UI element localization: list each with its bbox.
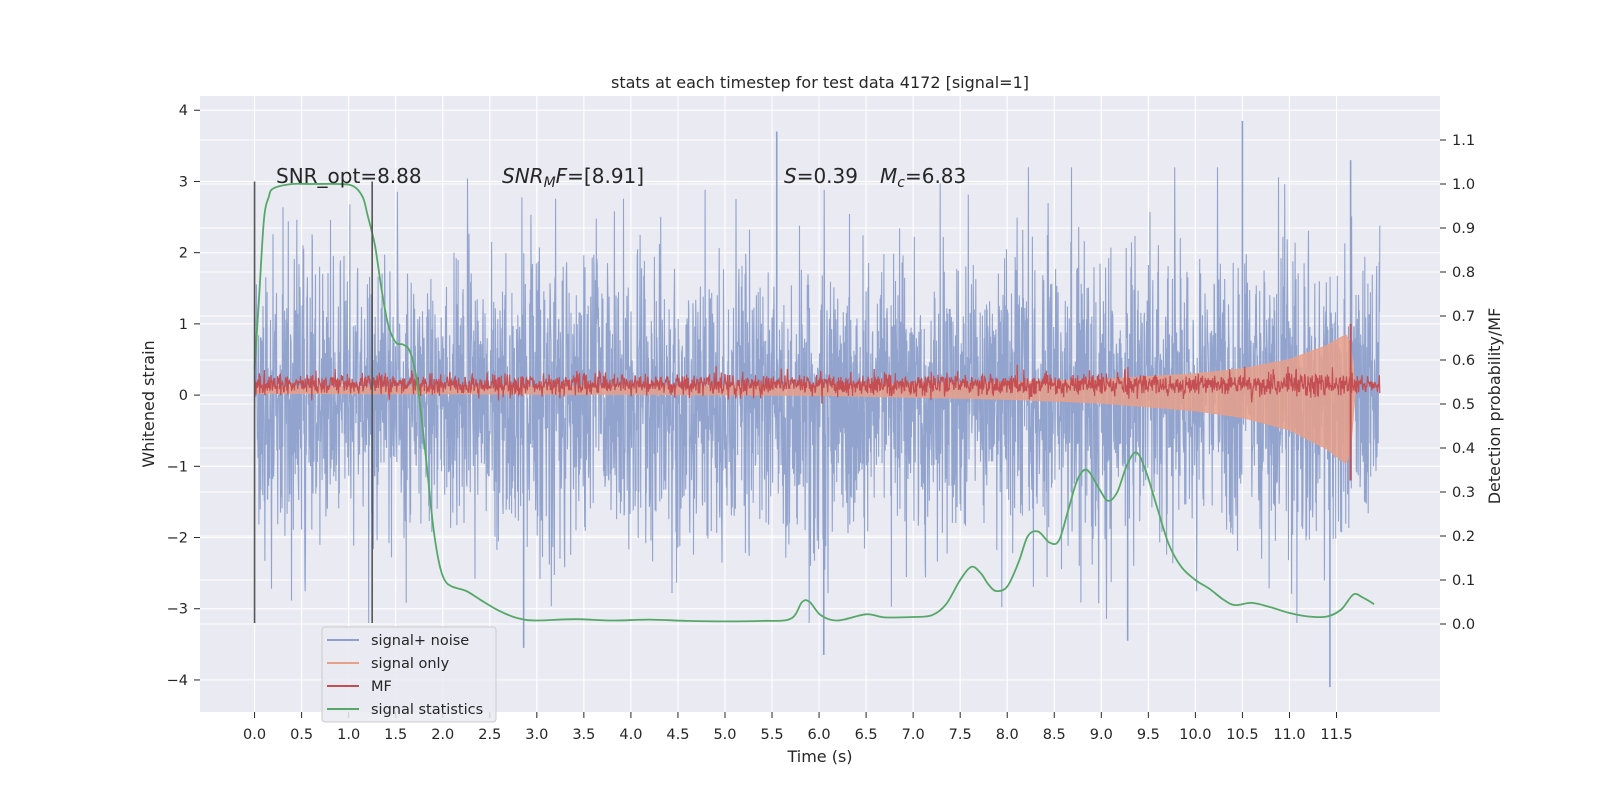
y2-tick-label: 0.8 — [1452, 265, 1475, 281]
x-tick-label: 3.0 — [525, 727, 548, 743]
annotation-snr-mf-rest: F — [556, 164, 568, 188]
annotation-mc-symbol: M — [880, 164, 897, 188]
legend-label-mf: MF — [371, 679, 392, 695]
x-tick-label: 9.0 — [1090, 727, 1113, 743]
y2-tick-label: 0.9 — [1452, 221, 1475, 237]
y-tick-label: −4 — [167, 673, 188, 689]
series-mf-line — [254, 364, 1381, 404]
y-tick-label: −3 — [167, 602, 188, 618]
annotation-s-value: =0.39 — [797, 164, 858, 188]
x-tick-label: 1.0 — [337, 727, 360, 743]
y2-tick-label: 0.6 — [1452, 353, 1475, 369]
y2-axis-label: Detection probability/MF — [1485, 308, 1504, 505]
y2-tick-label: 0.2 — [1452, 529, 1475, 545]
x-tick-label: 5.0 — [713, 727, 736, 743]
x-tick-label: 4.0 — [619, 727, 642, 743]
y-tick-label: −2 — [167, 531, 188, 547]
y-tick-label: 2 — [179, 246, 188, 262]
y2-tick-label: 0.1 — [1452, 573, 1475, 589]
y-tick-label: 1 — [179, 317, 188, 333]
annotation-mc-value: =6.83 — [905, 164, 966, 188]
annotation-mc-sub: c — [897, 175, 905, 191]
y2-tick-label: 0.7 — [1452, 309, 1475, 325]
annotation-snr-mf: SNRMF=[8.91] — [502, 164, 644, 191]
y-tick-label: 4 — [179, 103, 188, 119]
x-tick-label: 0.5 — [290, 727, 313, 743]
y-axis-label: Whitened strain — [139, 340, 158, 467]
legend-label-signal-noise: signal+ noise — [371, 633, 469, 649]
legend-box — [321, 626, 497, 723]
x-tick-label: 2.5 — [478, 727, 501, 743]
x-tick-label: 9.5 — [1137, 727, 1160, 743]
y2-tick-label: 0.5 — [1452, 397, 1475, 413]
x-tick-label: 6.5 — [855, 727, 878, 743]
x-tick-label: 6.0 — [808, 727, 831, 743]
x-tick-label: 4.5 — [666, 727, 689, 743]
legend: signal+ noise signal only MF signal stat… — [321, 626, 497, 723]
chart-title: stats at each timestep for test data 417… — [611, 73, 1029, 92]
x-tick-label: 10.5 — [1226, 727, 1258, 743]
x-tick-label: 11.5 — [1320, 727, 1352, 743]
x-tick-label: 3.5 — [572, 727, 595, 743]
annotation-s: S=0.39 — [784, 164, 858, 188]
series-layer — [253, 120, 1381, 688]
y-tick-label: 3 — [179, 174, 188, 190]
annotation-snr-mf-main: SNR — [502, 164, 544, 188]
y2-tick-label: 1.1 — [1452, 133, 1475, 149]
ticks: 0.0 0.5 1.0 1.5 2.0 2.5 3.0 3.5 4.0 4.5 5.0 5.5 6.0 6… — [167, 103, 1475, 743]
y2-tick-label: 1.0 — [1452, 177, 1475, 193]
series-signal-statistics-line — [253, 182, 1375, 623]
x-tick-label: 0.0 — [243, 727, 266, 743]
annotation-s-symbol: S — [784, 164, 797, 188]
y2-tick-label: 0.3 — [1452, 485, 1475, 501]
x-tick-label: 5.5 — [760, 727, 783, 743]
y2-tick-label: 0.0 — [1452, 617, 1475, 633]
annotation-snr-mf-sub: M — [544, 175, 556, 191]
legend-label-signal-statistics: signal statistics — [371, 702, 483, 718]
annotation-snr-mf-value: =[8.91] — [567, 164, 644, 188]
x-tick-label: 7.0 — [902, 727, 925, 743]
x-tick-label: 11.0 — [1273, 727, 1305, 743]
y2-tick-label: 0.4 — [1452, 441, 1475, 457]
x-tick-label: 1.5 — [384, 727, 407, 743]
x-tick-label: 8.0 — [996, 727, 1019, 743]
vertical-markers — [253, 181, 373, 623]
x-tick-label: 7.5 — [949, 727, 972, 743]
x-tick-label: 8.5 — [1043, 727, 1066, 743]
y-tick-label: 0 — [179, 388, 188, 404]
x-axis-label: Time (s) — [786, 747, 852, 766]
y-tick-label: −1 — [167, 459, 188, 475]
annotation-snr-opt: SNR_opt=8.88 — [276, 164, 422, 188]
x-tick-label: 2.0 — [431, 727, 454, 743]
x-tick-label: 10.0 — [1179, 727, 1211, 743]
series-signal-noise-line — [254, 167, 1381, 624]
annotation-mc: Mc=6.83 — [880, 164, 966, 191]
legend-label-signal-only: signal only — [371, 656, 450, 672]
